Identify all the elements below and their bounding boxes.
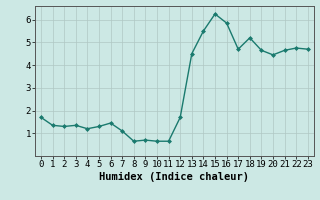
X-axis label: Humidex (Indice chaleur): Humidex (Indice chaleur) [100, 172, 249, 182]
